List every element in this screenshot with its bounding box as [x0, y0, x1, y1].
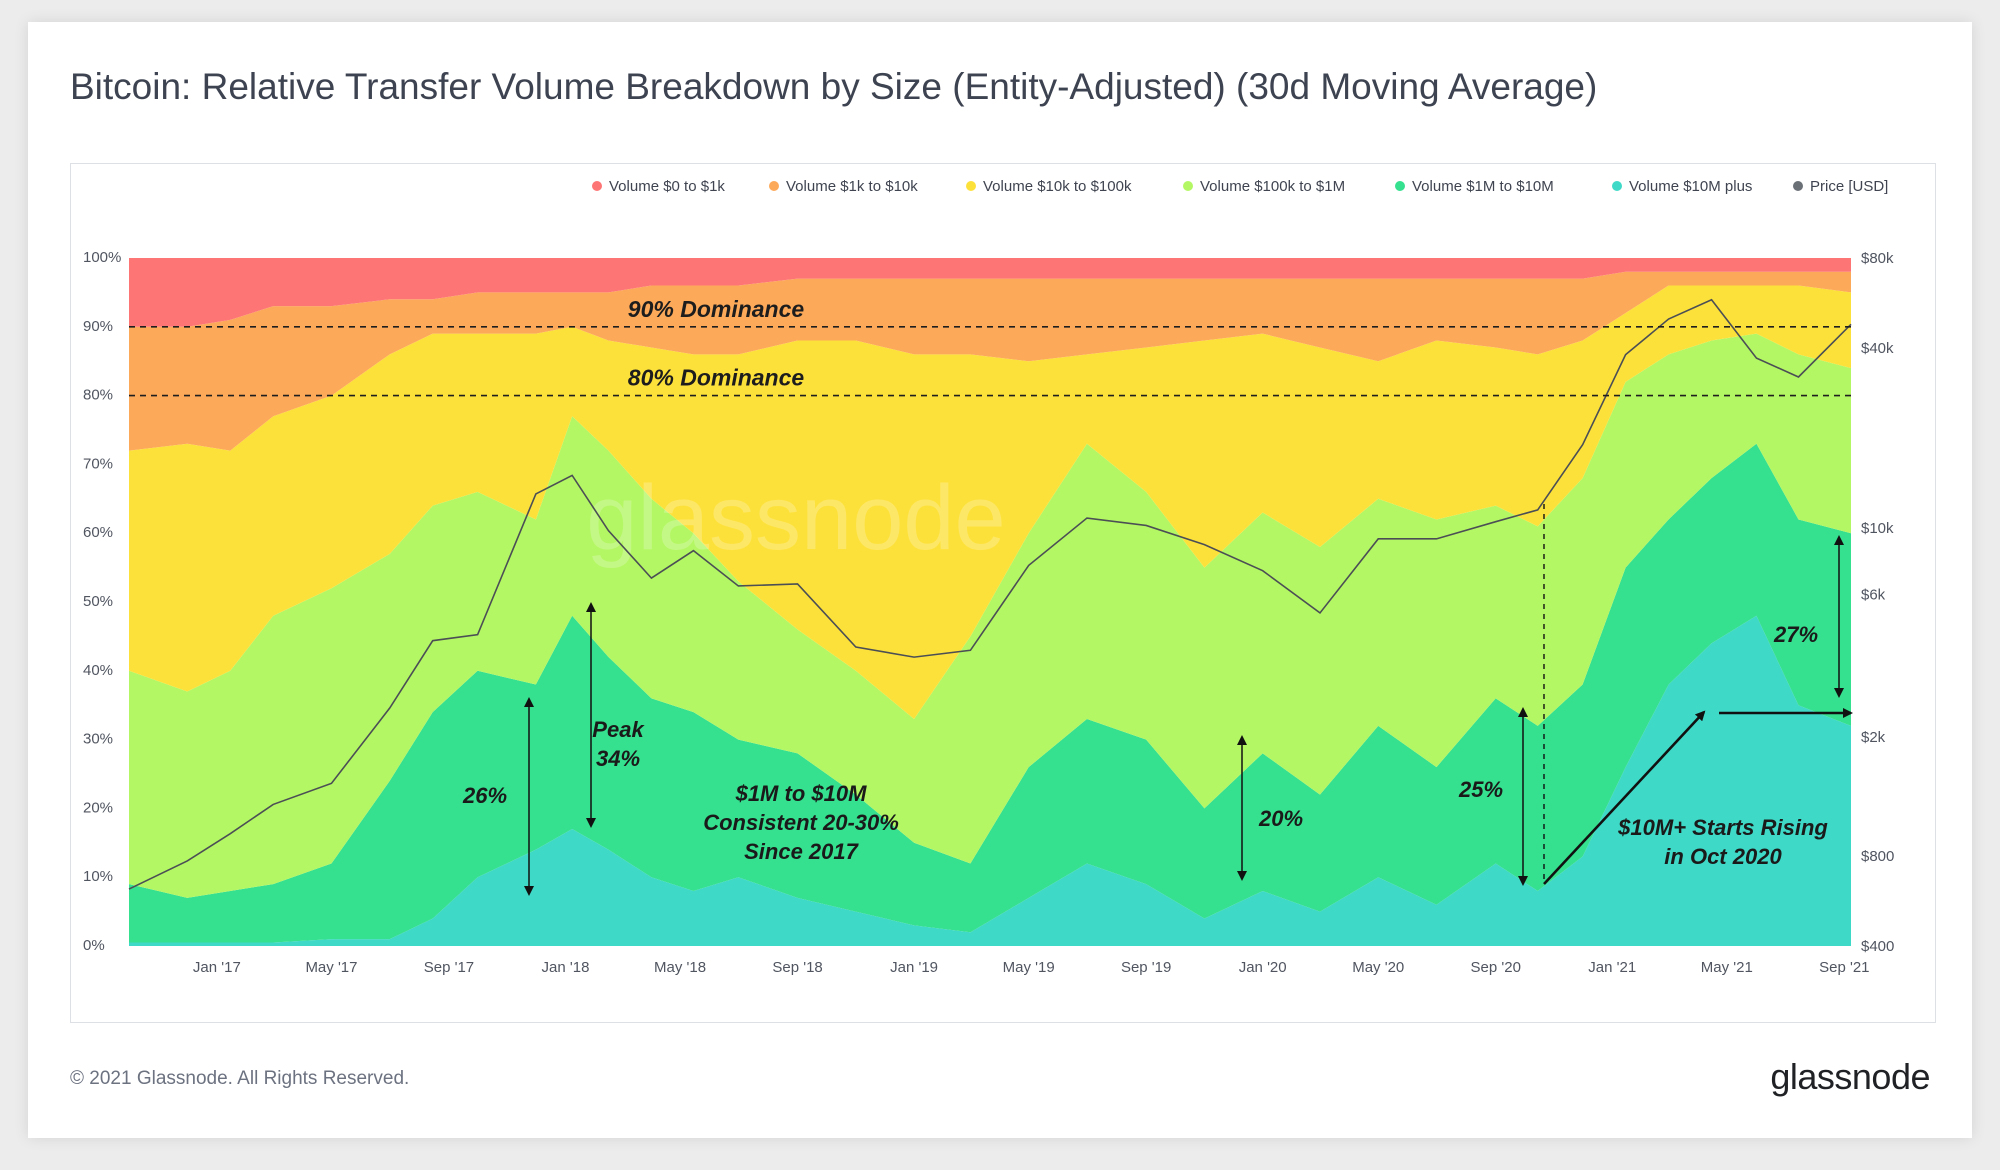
- legend-label: Volume $100k to $1M: [1200, 178, 1345, 195]
- legend-marker: [1793, 181, 1803, 191]
- y-right-tick-label: $80k: [1861, 250, 1894, 267]
- x-tick-label: Sep '19: [1121, 959, 1171, 976]
- x-tick-label: Jan '21: [1588, 959, 1636, 976]
- annotation-text-3: 20%: [1258, 806, 1303, 831]
- legend-label: Volume $1k to $10k: [786, 178, 918, 195]
- glassnode-logo: glassnode: [1770, 1056, 1930, 1097]
- x-tick-label: May '20: [1352, 959, 1404, 976]
- reference-label-80: 80% Dominance: [628, 365, 805, 391]
- legend-label: Price [USD]: [1810, 178, 1888, 195]
- area-volume-100k-to-1m: [129, 333, 1851, 898]
- y-left-tick-label: 70%: [83, 455, 113, 472]
- y-right-tick-label: $40k: [1861, 340, 1894, 357]
- annotation-text-2: $1M to $10M Consistent 20-30% Since 2017: [703, 781, 899, 864]
- y-right-tick-label: $10k: [1861, 520, 1894, 537]
- x-tick-label: Jan '20: [1239, 959, 1287, 976]
- annotation-text-line: Peak: [592, 717, 645, 742]
- annotation-text-6: 27%: [1773, 622, 1818, 647]
- y-left-tick-label: 90%: [83, 318, 113, 335]
- x-tick-label: May '17: [305, 959, 357, 976]
- x-tick-label: Sep '21: [1819, 959, 1869, 976]
- y-right-tick-label: $400: [1861, 938, 1894, 955]
- annotation-text-line: in Oct 2020: [1664, 844, 1782, 869]
- x-tick-label: May '19: [1003, 959, 1055, 976]
- y-left-tick-label: 10%: [83, 868, 113, 885]
- y-left-tick-label: 30%: [83, 731, 113, 748]
- legend-marker: [1612, 181, 1622, 191]
- annotation-text-line: Since 2017: [744, 839, 860, 864]
- legend-label: Volume $10k to $100k: [983, 178, 1132, 195]
- area-volume-1k-to-10k: [129, 271, 1851, 451]
- reference-label-90: 90% Dominance: [628, 296, 805, 322]
- annotation-arrow-10m-rising: [1543, 710, 1706, 885]
- annotation-text-line: 34%: [596, 746, 640, 771]
- y-right-tick-label: $6k: [1861, 586, 1886, 603]
- x-tick-label: Jan '19: [890, 959, 938, 976]
- annotation-text-line: $1M to $10M: [735, 781, 867, 806]
- area-volume-10k-to-100k: [129, 285, 1851, 719]
- annotation-text-line: 27%: [1773, 622, 1818, 647]
- area-volume-1m-to-10m: [129, 443, 1851, 943]
- x-tick-label: Sep '17: [424, 959, 474, 976]
- chart-svg: glassnode 90% Dominance 80% Dominance 0% 10%…: [83, 178, 1894, 976]
- chart-title: Bitcoin: Relative Transfer Volume Breakd…: [70, 66, 1598, 107]
- x-tick-label: May '21: [1701, 959, 1753, 976]
- annotation-text-line: 25%: [1458, 777, 1503, 802]
- y-left-tick-label: 100%: [83, 249, 121, 266]
- legend-label: Volume $1M to $10M: [1412, 178, 1554, 195]
- annotation-text-line: $10M+ Starts Rising: [1617, 815, 1828, 840]
- legend-marker: [592, 181, 602, 191]
- annotation-text-1: Peak 34%: [592, 717, 645, 771]
- legend-label: Volume $10M plus: [1629, 178, 1752, 195]
- x-tick-label: Jan '18: [542, 959, 590, 976]
- legend-marker: [1395, 181, 1405, 191]
- x-tick-label: Sep '20: [1471, 959, 1521, 976]
- y-left-tick-label: 60%: [83, 524, 113, 541]
- legend-marker: [966, 181, 976, 191]
- annotation-text-5: $10M+ Starts Rising in Oct 2020: [1617, 815, 1828, 869]
- chart-panel: glassnode 90% Dominance 80% Dominance 0% 10%…: [70, 163, 1936, 1023]
- x-tick-label: Sep '18: [772, 959, 822, 976]
- copyright-text: © 2021 Glassnode. All Rights Reserved.: [70, 1068, 410, 1089]
- area-volume-0-to-1k: [129, 258, 1851, 327]
- y-left-tick-label: 0%: [83, 937, 105, 954]
- y-right-tick-label: $800: [1861, 848, 1894, 865]
- area-volume-10m-plus: [129, 615, 1851, 946]
- y-left-tick-label: 40%: [83, 662, 113, 679]
- annotation-text-0: 26%: [462, 783, 507, 808]
- annotation-text-4: 25%: [1458, 777, 1503, 802]
- x-tick-label: Jan '17: [193, 959, 241, 976]
- legend-label: Volume $0 to $1k: [609, 178, 725, 195]
- y-left-tick-label: 80%: [83, 387, 113, 404]
- y-right-tick-label: $2k: [1861, 729, 1886, 746]
- price-line: [128, 298, 1852, 890]
- watermark-text: glassnode: [586, 467, 1005, 569]
- annotation-text-line: Consistent 20-30%: [703, 810, 899, 835]
- annotation-text-line: 26%: [462, 783, 507, 808]
- y-left-tick-label: 50%: [83, 593, 113, 610]
- legend-marker: [769, 181, 779, 191]
- legend-marker: [1183, 181, 1193, 191]
- x-tick-label: May '18: [654, 959, 706, 976]
- annotation-text-line: 20%: [1258, 806, 1303, 831]
- y-left-tick-label: 20%: [83, 799, 113, 816]
